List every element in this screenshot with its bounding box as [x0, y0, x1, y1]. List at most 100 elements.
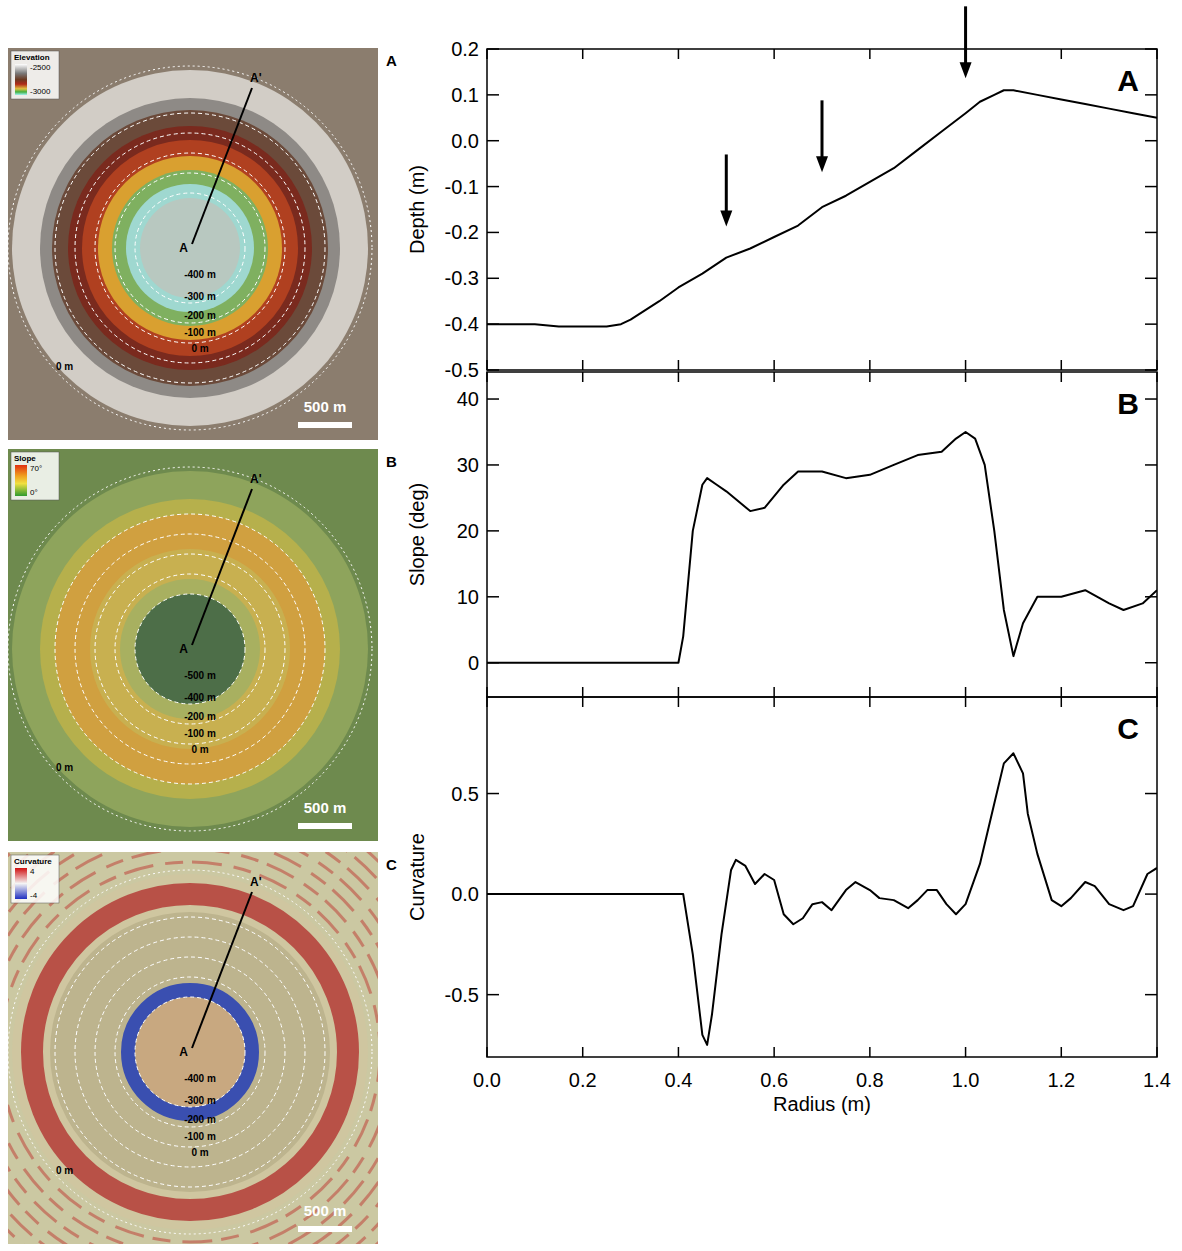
y-tick [487, 186, 499, 188]
crater-zone [12, 874, 368, 1230]
x-tick [965, 687, 967, 697]
arrow-head [816, 156, 828, 172]
y-axis-title: Curvature [406, 833, 428, 921]
x-tick-label: 0.0 [473, 1069, 501, 1091]
profile-start-label: A [179, 1045, 188, 1059]
x-tick-top [773, 49, 775, 59]
contour-label: -100 m [184, 1131, 216, 1142]
x-tick [773, 360, 775, 370]
y-tick [487, 793, 499, 795]
legend-max: 70° [30, 464, 42, 473]
contour-label: -400 m [184, 1073, 216, 1084]
legend-min: 0° [30, 488, 38, 497]
contour [75, 133, 305, 363]
texture [8, 852, 378, 1244]
contour-label: 0 m [191, 1147, 208, 1158]
arrow [960, 6, 972, 78]
x-tick-top [678, 372, 680, 382]
crater-zone [40, 98, 340, 398]
contour-label: -100 m [184, 728, 216, 739]
x-tick-top [773, 372, 775, 382]
y-tick-right [1145, 94, 1157, 96]
profile-line [192, 88, 252, 244]
contour-label: 0 m [191, 744, 208, 755]
contour [95, 957, 285, 1147]
profile-end-label: A' [250, 472, 262, 486]
x-tick [678, 687, 680, 697]
x-tick-top [582, 49, 584, 59]
x-tick [869, 687, 871, 697]
x-tick [965, 360, 967, 370]
y-tick-label: -0.5 [445, 984, 479, 1006]
x-tick-top [869, 49, 871, 59]
x-tick-top [1061, 49, 1063, 59]
y-axis-title: Depth (m) [406, 165, 428, 254]
data-group [487, 90, 1157, 326]
profile-line [192, 892, 252, 1048]
curvature-ring [128, 990, 252, 1114]
scale-bar-label: 500 m [304, 1202, 347, 1219]
x-tick [1156, 360, 1158, 370]
plot-frame [487, 372, 1157, 697]
y-tick-label: 0.2 [451, 38, 479, 60]
x-tick [1061, 687, 1063, 697]
y-tick-right [1145, 793, 1157, 795]
legend-title: Elevation [14, 53, 50, 62]
y-tick [487, 48, 499, 50]
y-tick-label: -0.3 [445, 267, 479, 289]
y-tick [487, 596, 499, 598]
map-panel-letter: B [386, 453, 397, 470]
y-tick-label: -0.2 [445, 221, 479, 243]
y-tick [487, 530, 499, 532]
x-tick [582, 687, 584, 697]
x-tick-top [1061, 372, 1063, 382]
x-tick [582, 1047, 584, 1057]
y-tick-label: 0.5 [451, 783, 479, 805]
contour-label: -200 m [184, 310, 216, 321]
contour-label: -300 m [184, 1095, 216, 1106]
map-background [8, 449, 378, 841]
chart-panel: 010203040Slope (deg)B [406, 372, 1157, 697]
x-tick-top [773, 697, 775, 707]
x-tick-top [678, 697, 680, 707]
profile-end-label: A' [250, 875, 262, 889]
x-tick-top [869, 697, 871, 707]
data-group [487, 753, 1157, 1045]
contour [55, 917, 325, 1187]
y-tick-right [1145, 232, 1157, 234]
contour-label: -200 m [184, 711, 216, 722]
arrow [720, 154, 732, 226]
plot-frame [487, 697, 1157, 1057]
x-tick-label: 0.6 [760, 1069, 788, 1091]
contour-label: -500 m [184, 670, 216, 681]
crater-zone [82, 140, 298, 356]
map-panel-letter: A [386, 52, 397, 69]
y-tick [487, 994, 499, 996]
y-tick-right [1145, 278, 1157, 280]
contour-outer [8, 870, 372, 1234]
contour [135, 997, 245, 1107]
x-tick-top [1156, 49, 1158, 59]
legend-title: Curvature [14, 857, 52, 866]
x-tick-top [582, 697, 584, 707]
y-tick [487, 94, 499, 96]
arrow-shaft [821, 100, 824, 160]
x-tick [869, 1047, 871, 1057]
y-tick [487, 232, 499, 234]
legend-box [11, 452, 59, 500]
y-tick-right [1145, 398, 1157, 400]
arrow-head [960, 62, 972, 78]
legend-swatch [15, 64, 27, 95]
legend-title: Slope [14, 454, 36, 463]
outer-contour-label: 0 m [56, 361, 73, 372]
contour [135, 594, 245, 704]
x-tick [869, 360, 871, 370]
legend-min: -3000 [30, 87, 51, 96]
crater-zone [12, 70, 368, 426]
contour-label: -100 m [184, 327, 216, 338]
texture [8, 852, 378, 1244]
y-tick-label: 30 [457, 454, 479, 476]
profile-start-label: A [179, 241, 188, 255]
scale-bar-label: 500 m [304, 799, 347, 816]
texture [8, 852, 378, 1244]
